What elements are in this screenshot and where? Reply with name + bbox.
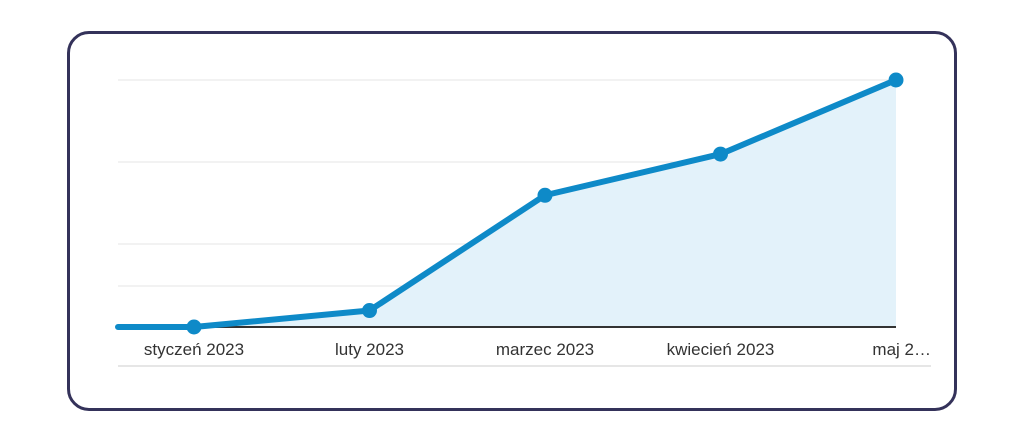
series-line (115, 77, 899, 330)
data-point-1 (362, 303, 377, 319)
x-tick-label-2: marzec 2023 (496, 340, 594, 359)
x-tick-label-3: kwiecień 2023 (667, 340, 775, 359)
data-point-0 (186, 319, 202, 335)
data-point-2 (537, 187, 553, 203)
x-tick-label-0: styczeń 2023 (144, 340, 244, 359)
x-tick-label-4: maj 2… (872, 340, 931, 359)
data-point-4 (888, 72, 904, 88)
x-tick-label-1: luty 2023 (335, 340, 404, 359)
area-fill (118, 80, 896, 327)
data-points (186, 72, 904, 335)
x-tick-labels: styczeń 2023 luty 2023 marzec 2023 kwiec… (144, 340, 931, 359)
data-point-3 (713, 146, 728, 162)
